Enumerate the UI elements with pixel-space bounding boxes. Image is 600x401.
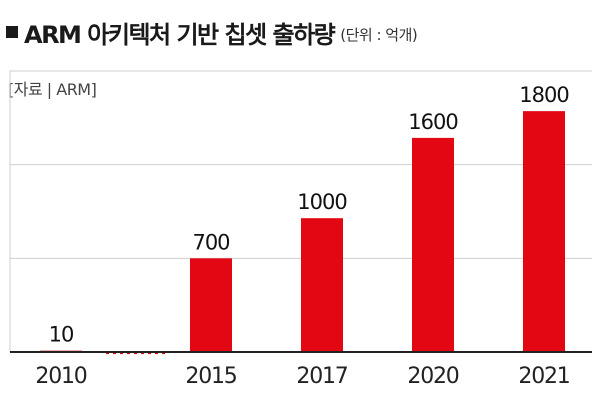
bar-2020 <box>412 137 454 352</box>
x-tick-2020: 2020 <box>407 364 458 389</box>
value-label-2020: 1600 <box>408 110 457 134</box>
chart-title: ARM 아키텍처 기반 칩셋 출하량 <box>24 20 336 49</box>
chart-title-row: ARM 아키텍처 기반 칩셋 출하량 (단위 : 억개) <box>6 14 418 50</box>
title-bullet-icon <box>6 26 18 38</box>
value-label-2015: 700 <box>192 230 229 254</box>
x-tick-2015: 2015 <box>185 364 236 389</box>
unit-note: (단위 : 억개) <box>340 25 418 44</box>
bar-2021 <box>523 111 565 353</box>
x-tick-2010: 2010 <box>35 364 86 389</box>
value-label-2010: 10 <box>49 323 74 347</box>
source-label: [자료 | ARM] <box>8 80 97 99</box>
value-label-2017: 1000 <box>297 190 346 214</box>
x-tick-2017: 2017 <box>296 364 347 389</box>
bar-2017 <box>301 218 343 352</box>
value-label-2021: 1800 <box>519 83 568 107</box>
bar-2015 <box>190 258 232 352</box>
x-tick-2021: 2021 <box>518 364 569 389</box>
